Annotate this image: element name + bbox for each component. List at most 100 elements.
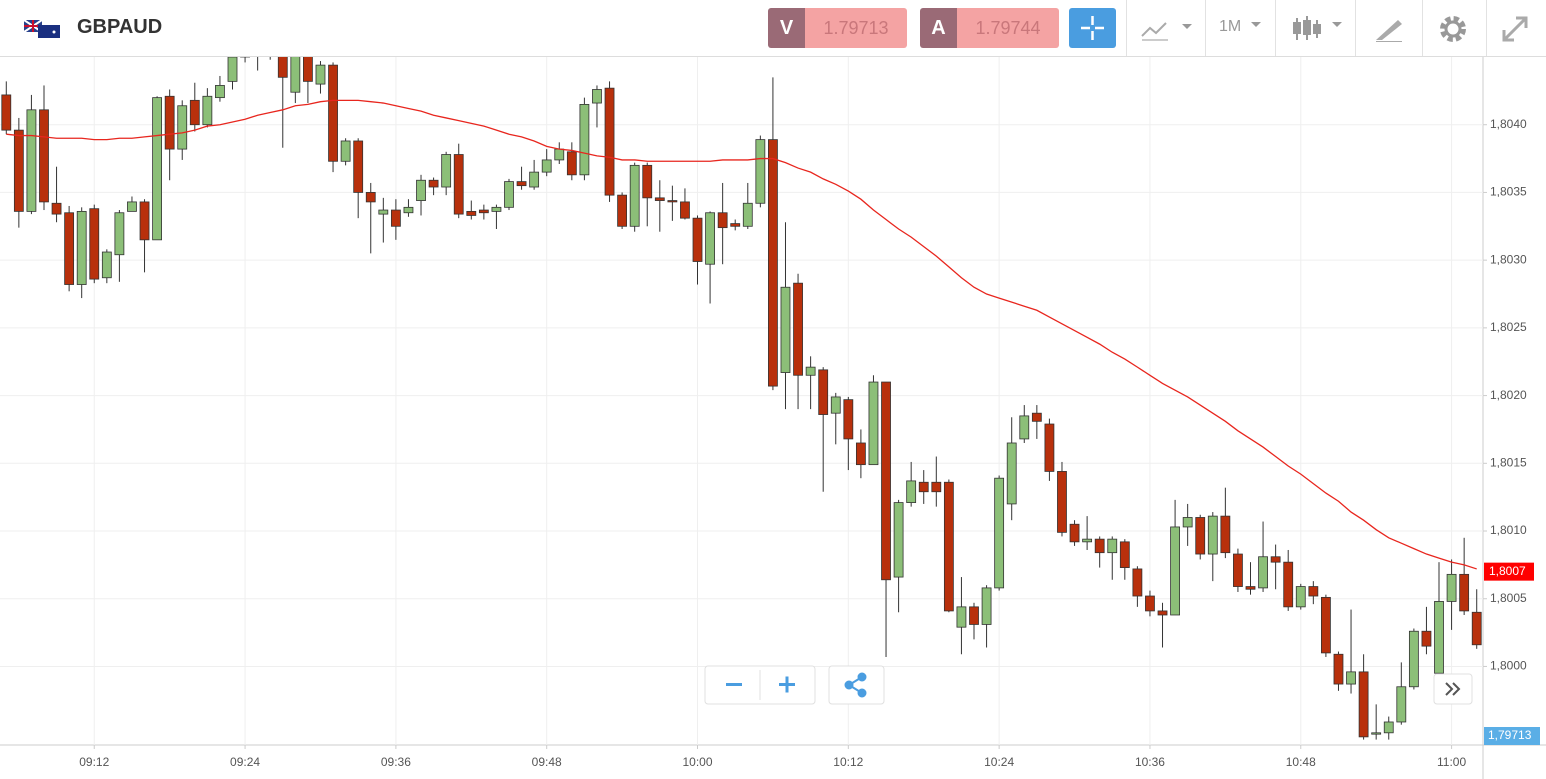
candle-body <box>1245 586 1256 590</box>
y-tick-label: 1,8015 <box>1490 455 1527 469</box>
candle-body <box>26 109 37 212</box>
candle-body <box>554 148 565 161</box>
candle-body <box>353 140 364 193</box>
fullscreen-button[interactable] <box>1500 14 1530 44</box>
settings-button[interactable] <box>1438 14 1468 44</box>
candle-body <box>956 606 967 628</box>
sell-label[interactable]: V <box>768 8 805 48</box>
timeframe[interactable]: 1M <box>1219 18 1242 35</box>
x-tick-label: 09:36 <box>381 755 411 769</box>
candle-body <box>654 197 665 201</box>
crosshair-button[interactable] <box>1069 8 1116 48</box>
sell-price[interactable]: 1.79713 <box>805 8 907 48</box>
candle-body <box>290 57 301 93</box>
candle-body <box>215 85 225 99</box>
x-tick-label: 10:24 <box>984 755 1014 769</box>
candle-body <box>428 179 439 188</box>
candle-body <box>1 94 12 131</box>
candle-body <box>793 282 803 376</box>
candle-body <box>868 381 879 466</box>
candle-body <box>303 57 313 82</box>
candle-body <box>629 164 640 227</box>
candle-body <box>478 209 489 214</box>
candle-body <box>365 192 376 203</box>
bid-tag <box>1484 727 1540 745</box>
candle-body <box>1258 556 1268 589</box>
x-tick-label: 10:36 <box>1135 755 1165 769</box>
price-tag-label: 1,8007 <box>1489 564 1526 578</box>
candle-body <box>177 105 188 150</box>
candle-body <box>1295 586 1306 608</box>
flag <box>24 20 60 38</box>
candle-body <box>227 57 238 82</box>
candle-body <box>277 57 288 78</box>
candle-body <box>51 202 62 215</box>
candle-body <box>378 209 389 215</box>
candle-body <box>994 477 1005 589</box>
y-tick-label: 1,8005 <box>1490 591 1527 605</box>
candle-body <box>1157 610 1168 616</box>
toolbar: GBPAUD V 1.79713 A 1.79744 1M <box>0 0 1546 57</box>
y-tick-label: 1,8030 <box>1490 252 1527 266</box>
candle-body <box>604 87 615 196</box>
candle-body <box>64 212 75 285</box>
share-icon[interactable] <box>844 672 867 698</box>
candle-body <box>152 97 162 241</box>
candle-body <box>403 206 414 214</box>
candle-body <box>1006 442 1017 505</box>
candle-body <box>1459 573 1470 612</box>
candle-body <box>164 95 175 150</box>
y-tick-label: 1,8010 <box>1490 523 1527 537</box>
candle-body <box>1371 732 1382 735</box>
candle-body <box>139 201 150 241</box>
candle-body <box>1434 601 1444 674</box>
candle-body <box>1119 541 1130 568</box>
symbol: GBPAUD <box>77 16 163 38</box>
candle-body <box>340 140 351 162</box>
separator <box>1422 0 1423 56</box>
candle-body <box>39 109 49 203</box>
x-tick-label: 09:24 <box>230 755 260 769</box>
candle-body <box>114 212 125 256</box>
candle-body <box>592 89 602 104</box>
buy-label[interactable]: A <box>920 8 957 48</box>
dropdown-arrow <box>1251 22 1261 27</box>
x-tick-label: 09:48 <box>532 755 562 769</box>
x-tick-label: 11:00 <box>1437 755 1466 769</box>
candle-body <box>1207 515 1218 555</box>
candle-body <box>1421 630 1432 647</box>
indicator-button[interactable] <box>1140 16 1195 42</box>
candle-body <box>717 212 728 229</box>
candle-body <box>1346 671 1356 685</box>
candle-body <box>1270 556 1281 563</box>
candle-body <box>1132 568 1143 597</box>
zoom-out[interactable] <box>726 683 742 686</box>
zoom-in[interactable] <box>779 676 795 693</box>
candle-body <box>1082 538 1093 543</box>
candle-body <box>981 587 992 625</box>
candle-body <box>416 179 426 201</box>
candle-body <box>843 399 854 440</box>
chart-type-button[interactable] <box>1290 14 1350 44</box>
x-tick-label: 10:00 <box>682 755 712 769</box>
candle-body <box>1283 561 1294 608</box>
candle-body <box>566 151 577 176</box>
candle-body <box>89 208 100 280</box>
candle-body <box>189 99 200 126</box>
candle-body <box>1145 595 1155 612</box>
candle-body <box>491 206 502 212</box>
share-box <box>828 665 885 705</box>
draw-button[interactable] <box>1374 16 1404 42</box>
candle-body <box>13 129 24 212</box>
candle-body <box>1195 517 1206 555</box>
candle-body <box>1471 611 1482 646</box>
candle-body <box>1107 538 1118 554</box>
candle-body <box>315 64 326 85</box>
moving-average <box>6 99 1477 570</box>
bid-tag-label: 1,79713 <box>1488 728 1532 742</box>
grid <box>0 57 1483 745</box>
buy-price[interactable]: 1.79744 <box>957 8 1059 48</box>
candle-body <box>202 95 213 126</box>
